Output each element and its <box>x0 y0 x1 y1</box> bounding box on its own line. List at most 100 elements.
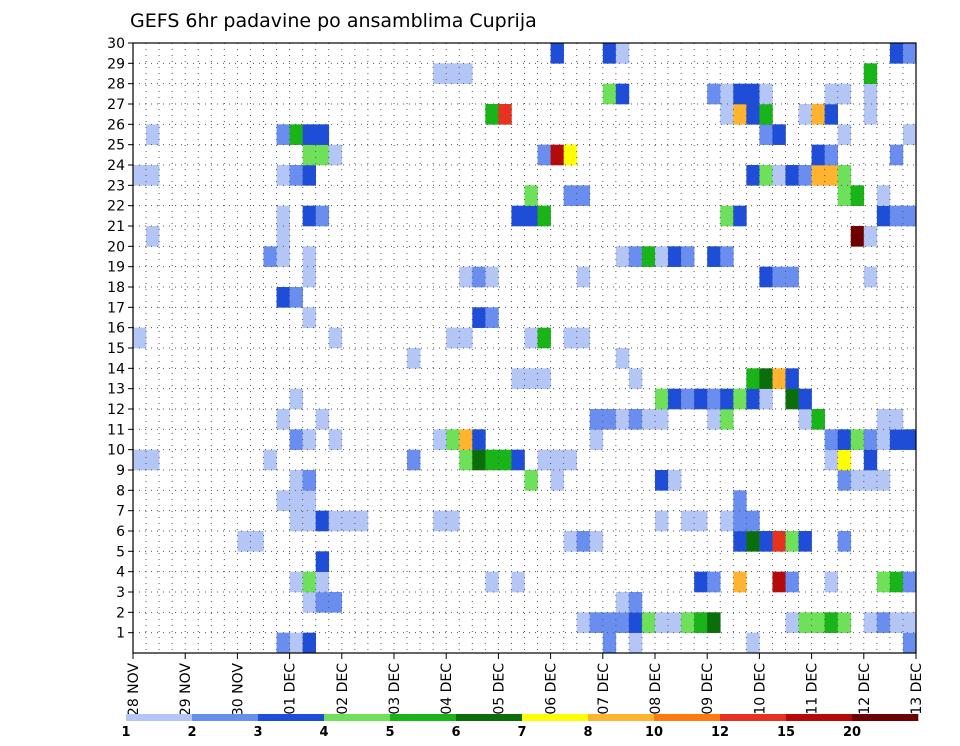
heatmap-cell <box>681 510 695 532</box>
heatmap-cell <box>824 165 838 186</box>
heatmap-cell <box>720 510 734 532</box>
heatmap-cell <box>563 531 577 552</box>
heatmap-cell <box>589 429 604 450</box>
heatmap-cell <box>485 104 499 125</box>
heatmap-cell <box>824 612 838 633</box>
heatmap-cell <box>746 632 760 654</box>
heatmap-cell <box>289 510 303 532</box>
heatmap-cell <box>576 612 591 633</box>
heatmap-cell <box>733 490 747 511</box>
heatmap-cell <box>720 388 734 410</box>
heatmap-cell <box>720 83 734 105</box>
heatmap-cell <box>811 409 825 430</box>
heatmap-cell <box>615 612 630 633</box>
heatmap-cell <box>615 43 630 64</box>
heatmap-cell <box>733 83 747 105</box>
heatmap-cell <box>837 531 852 552</box>
heatmap-cell <box>837 165 852 186</box>
heatmap-cell <box>341 510 356 532</box>
heatmap-cell <box>302 490 316 511</box>
heatmap-cell <box>824 104 838 125</box>
y-tick-label: 17 <box>107 300 125 316</box>
heatmap-cell <box>563 185 577 206</box>
heatmap-cell <box>263 246 277 267</box>
heatmap-cell <box>302 144 316 166</box>
y-tick-label: 6 <box>116 524 125 540</box>
heatmap-cell <box>576 531 591 552</box>
heatmap-cell <box>146 124 160 145</box>
heatmap-cell <box>459 327 473 349</box>
heatmap-cell <box>472 449 486 471</box>
heatmap-cell <box>276 409 290 430</box>
heatmap-cell <box>798 409 812 430</box>
heatmap-cell <box>811 165 825 186</box>
heatmap-cell <box>863 63 878 84</box>
heatmap-cell <box>615 83 630 105</box>
heatmap-cell <box>328 327 343 349</box>
heatmap-cell <box>889 409 904 430</box>
heatmap-cell <box>459 429 473 450</box>
heatmap-cell <box>498 104 512 125</box>
heatmap-cell <box>785 612 799 633</box>
heatmap-cell <box>759 388 773 410</box>
heatmap-cell <box>668 388 682 410</box>
heatmap-cell <box>785 571 799 593</box>
heatmap-cell <box>433 429 447 450</box>
heatmap-cell <box>615 348 630 369</box>
heatmap-cell <box>668 470 682 491</box>
heatmap-cell <box>772 124 786 145</box>
heatmap-cell <box>511 368 525 389</box>
heatmap-cell <box>289 571 303 593</box>
heatmap-cell <box>302 470 316 491</box>
heatmap-cell <box>902 429 917 450</box>
heatmap-cell <box>772 531 786 552</box>
legend-swatch <box>390 714 457 721</box>
heatmap-cell <box>133 449 147 471</box>
heatmap-cell <box>785 388 799 410</box>
heatmap-cell <box>628 368 643 389</box>
legend-swatch <box>126 714 193 721</box>
legend-swatch <box>852 714 919 721</box>
heatmap-cell <box>472 307 486 328</box>
x-tick-label: 28 NOV <box>126 663 142 717</box>
x-tick-label: 03 DEC <box>387 663 403 715</box>
heatmap-cell <box>537 144 551 166</box>
chart-title: GEFS 6hr padavine po ansamblima Cuprija <box>130 10 537 32</box>
heatmap-cell <box>824 429 838 450</box>
heatmap-cell <box>563 327 577 349</box>
heatmap-cell <box>485 449 499 471</box>
legend: 1 2 3 4 5 6 7 8 10 12 15 20 <box>121 714 919 740</box>
heatmap-cell <box>759 266 773 288</box>
heatmap-cell <box>733 388 747 410</box>
heatmap-cell <box>511 571 525 593</box>
x-tick-label: 29 NOV <box>178 663 194 717</box>
heatmap-cell <box>824 83 838 105</box>
heatmap-cell <box>485 571 499 593</box>
heatmap-cell <box>863 226 878 247</box>
heatmap-cell <box>133 327 147 349</box>
heatmap-cell <box>511 449 525 471</box>
heatmap-cell <box>746 531 760 552</box>
heatmap-cell <box>615 246 630 267</box>
heatmap-cell <box>602 632 617 654</box>
heatmap-cell <box>720 104 734 125</box>
heatmap-cell <box>589 612 604 633</box>
heatmap-cell <box>655 470 669 491</box>
heatmap-cell <box>785 368 799 389</box>
legend-label: 5 <box>385 725 394 740</box>
heatmap-cell <box>681 388 695 410</box>
heatmap-cell <box>289 632 303 654</box>
y-tick-label: 24 <box>107 158 125 174</box>
heatmap-cell <box>811 104 825 125</box>
heatmap-cell <box>733 205 747 227</box>
heatmap-cell <box>889 571 904 593</box>
heatmap-cell <box>459 63 473 84</box>
heatmap-cell <box>837 449 852 471</box>
heatmap-cell <box>315 551 330 572</box>
heatmap-cell <box>146 165 160 186</box>
heatmap-cell <box>302 205 316 227</box>
heatmap-cell <box>902 632 917 654</box>
y-tick-label: 2 <box>116 605 125 621</box>
x-tick-label: 12 DEC <box>857 663 873 715</box>
heatmap-cell <box>785 165 799 186</box>
